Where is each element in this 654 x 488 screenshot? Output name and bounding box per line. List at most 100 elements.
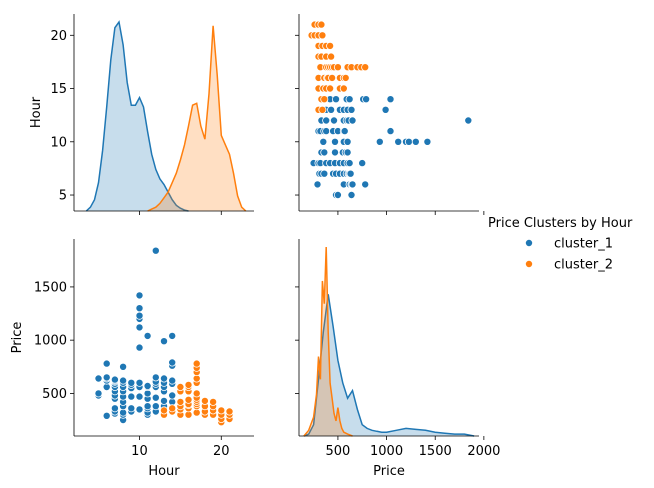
hour-vs-price-cluster_1-point	[135, 291, 144, 300]
hour-vs-price-cluster_2-point	[176, 382, 185, 391]
hour-vs-price-cluster_1-point	[127, 392, 136, 401]
price-vs-hour-cluster_1-point	[320, 169, 329, 178]
hour-vs-price-xtick-label: 10	[131, 444, 148, 459]
price-vs-hour-cluster_1-point	[358, 159, 367, 168]
hour-vs-price-cluster_1-point	[135, 405, 144, 414]
hour-vs-price-cluster_1-point	[159, 374, 168, 383]
price-vs-hour-cluster_1-point	[411, 137, 420, 146]
legend-label-cluster_2: cluster_2	[554, 258, 613, 273]
hour-vs-price-cluster_1-point	[135, 323, 144, 332]
hour-vs-price-cluster_1-point	[168, 391, 177, 400]
price-vs-hour-cluster_1-point	[320, 148, 329, 157]
hour-vs-price-cluster_2-point	[184, 380, 193, 389]
hour-vs-price-cluster_2-point	[217, 406, 226, 415]
hour-vs-price-cluster_1-point	[135, 311, 144, 320]
hour-vs-price-cluster_1-point	[168, 358, 177, 367]
hour-kde-cluster_2-kde-fill	[147, 25, 246, 211]
price-vs-hour-cluster_1-point	[327, 105, 336, 114]
price-vs-hour-cluster_1-point	[362, 95, 371, 104]
y-axis-label-price: Price	[10, 322, 25, 354]
hour-kde-cluster_2-kde-line	[147, 25, 247, 212]
price-vs-hour-cluster_1-point	[375, 137, 384, 146]
price-vs-hour-cluster_1-point	[329, 116, 338, 125]
hour-vs-price-cluster_2-point	[209, 397, 218, 406]
hour-kde-ytick-label: 10	[50, 135, 67, 150]
price-vs-hour-cluster_1-point	[348, 180, 357, 189]
hour-vs-price-cluster_1-point	[151, 402, 160, 411]
price-vs-hour-cluster_2-point	[328, 73, 337, 82]
hour-vs-price-cluster_2-point	[225, 407, 234, 416]
hour-vs-price-cluster_1-point	[127, 378, 136, 387]
price-kde-xtick-label: 2000	[467, 444, 500, 459]
price-vs-hour-cluster_2-point	[318, 31, 327, 40]
price-vs-hour-cluster_1-point	[340, 127, 349, 136]
price-vs-hour-cluster_1-point	[319, 137, 328, 146]
price-vs-hour-cluster_2-point	[333, 63, 342, 72]
price-vs-hour-cluster_2-point	[341, 73, 350, 82]
hour-kde-ytick-label: 20	[50, 29, 67, 44]
price-vs-hour-cluster_2-point	[318, 105, 327, 114]
hour-vs-price-cluster_1-point	[151, 246, 160, 255]
price-kde-cluster_1-kde-fill	[303, 294, 475, 436]
hour-vs-price-cluster_2-point	[168, 404, 177, 413]
price-vs-hour-cluster_2-point	[361, 63, 370, 72]
hour-vs-price-cluster_1-point	[135, 304, 144, 313]
price-vs-hour-cluster_1-point	[394, 137, 403, 146]
price-vs-hour-cluster_1-point	[322, 127, 331, 136]
price-vs-hour-cluster_2-point	[326, 41, 335, 50]
legend-title: Price Clusters by Hour	[488, 216, 633, 231]
price-vs-hour-cluster_1-point	[423, 137, 432, 146]
hour-vs-price-cluster_1-point	[135, 343, 144, 352]
hour-vs-price-cluster_1-point	[168, 331, 177, 340]
price-vs-hour-cluster_1-point	[343, 137, 352, 146]
price-vs-hour-cluster_2-point	[327, 52, 336, 61]
price-kde-cluster_2-kde-line	[303, 246, 353, 437]
hour-vs-price-cluster_2-point	[192, 389, 201, 398]
hour-vs-price-ytick-label: 1000	[34, 334, 67, 349]
price-kde-xtick-label: 500	[326, 444, 351, 459]
price-kde-cluster_1-kde-line	[303, 294, 475, 437]
hour-vs-price-cluster_2-point	[192, 359, 201, 368]
hour-vs-price-cluster_2-point	[184, 395, 193, 404]
hour-vs-price-cluster_1-point	[151, 393, 160, 402]
hour-vs-price-cluster_1-point	[151, 373, 160, 382]
hour-vs-price-cluster_2-point	[200, 396, 209, 405]
price-vs-hour-cluster_1-point	[322, 116, 331, 125]
y-axis-label-hour: Hour	[29, 96, 44, 128]
price-vs-hour-cluster_2-point	[320, 95, 329, 104]
hour-vs-price-cluster_2-point	[159, 406, 168, 415]
hour-vs-price-cluster_1-point	[135, 392, 144, 401]
price-vs-hour-cluster_1-point	[381, 105, 390, 114]
hour-vs-price-cluster_1-point	[94, 374, 103, 383]
price-vs-hour-cluster_1-point	[330, 137, 339, 146]
hour-vs-price-ytick-label: 1500	[34, 280, 67, 295]
price-vs-hour-cluster_1-point	[464, 116, 473, 125]
hour-vs-price-cluster_1-point	[110, 404, 119, 413]
hour-vs-price-cluster_1-point	[159, 337, 168, 346]
hour-vs-price-xtick-label: 20	[213, 444, 230, 459]
price-vs-hour-cluster_1-point	[386, 95, 395, 104]
legend-label-cluster_1: cluster_1	[554, 237, 613, 252]
hour-kde-cluster_1-kde-line	[85, 20, 189, 212]
price-vs-hour-cluster_2-point	[326, 84, 335, 93]
hour-vs-price-cluster_1-point	[119, 362, 128, 371]
hour-vs-price-cluster_1-point	[102, 411, 111, 420]
hour-vs-price-cluster_1-point	[102, 359, 111, 368]
hour-vs-price-cluster_1-point	[102, 373, 111, 382]
price-vs-hour-cluster_1-point	[313, 180, 322, 189]
hour-kde-ytick-label: 15	[50, 82, 67, 97]
price-vs-hour-cluster_1-point	[345, 159, 354, 168]
hour-kde-cluster_1-kde-fill	[86, 22, 189, 211]
legend: Price Clusters by Hour cluster_1 cluster_2	[488, 216, 633, 273]
price-kde-xtick-label: 1500	[419, 444, 452, 459]
price-vs-hour-cluster_2-point	[317, 20, 326, 29]
hour-vs-price-cluster_1-point	[143, 331, 152, 340]
price-vs-hour-cluster_1-point	[333, 190, 342, 199]
price-vs-hour-cluster_1-point	[386, 127, 395, 136]
hour-vs-price-cluster_1-point	[94, 389, 103, 398]
price-vs-hour-cluster_1-point	[348, 116, 357, 125]
hour-vs-price-ytick-label: 500	[42, 387, 67, 402]
legend-marker-cluster_1	[525, 238, 534, 247]
legend-marker-cluster_2	[525, 259, 534, 268]
